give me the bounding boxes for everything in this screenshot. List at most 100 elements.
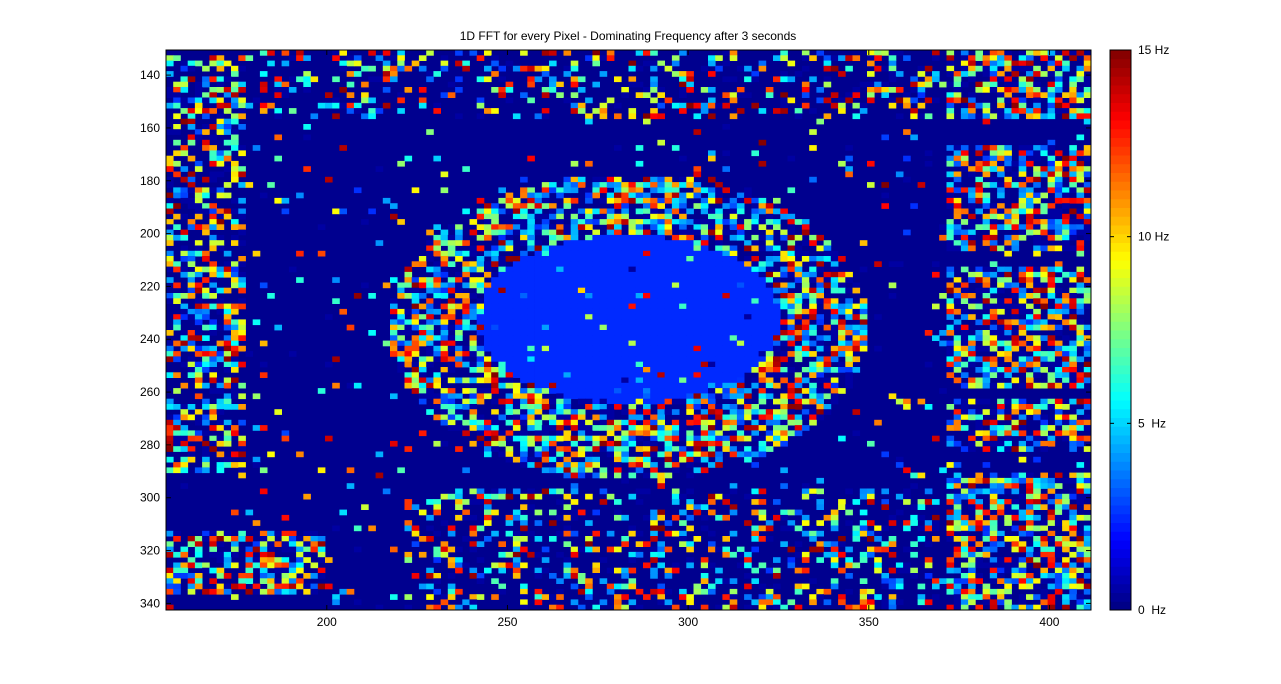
heatmap-cell <box>657 229 665 236</box>
heatmap-cell <box>469 514 478 521</box>
heatmap-cell <box>462 266 470 273</box>
heatmap-cell <box>585 419 593 426</box>
heatmap-cell <box>491 330 499 336</box>
heatmap-cell <box>534 229 543 236</box>
heatmap-cell <box>758 340 767 347</box>
heatmap-cell <box>960 314 969 320</box>
heatmap-cell <box>671 345 680 352</box>
heatmap-cell <box>1076 308 1085 315</box>
heatmap-cell <box>520 271 528 278</box>
heatmap-cell <box>505 266 514 273</box>
heatmap-cell <box>736 361 745 368</box>
heatmap-cell <box>859 240 868 246</box>
heatmap-cell <box>708 435 716 442</box>
heatmap-cell <box>1069 113 1077 120</box>
heatmap-cell <box>498 266 506 273</box>
heatmap-cell <box>346 92 355 98</box>
heatmap-cell <box>1033 504 1041 510</box>
heatmap-cell <box>1069 81 1077 88</box>
heatmap-cell <box>643 409 651 415</box>
heatmap-cell <box>635 308 644 315</box>
heatmap-cell <box>476 76 485 83</box>
heatmap-cell <box>650 430 658 437</box>
heatmap-cell <box>397 356 405 363</box>
heatmap-cell <box>650 97 658 104</box>
heatmap-cell <box>708 219 716 225</box>
heatmap-cell <box>953 398 962 405</box>
heatmap-cell <box>960 187 969 194</box>
heatmap-cell <box>729 351 738 357</box>
heatmap-cell <box>462 277 470 283</box>
heatmap-cell <box>1004 499 1012 505</box>
heatmap-cell <box>657 250 665 257</box>
heatmap-cell <box>650 382 658 389</box>
heatmap-cell <box>563 435 572 442</box>
heatmap-cell <box>679 520 687 526</box>
heatmap-cell <box>838 340 846 347</box>
heatmap-cell <box>1040 303 1048 310</box>
heatmap-cell <box>953 171 962 178</box>
heatmap-cell <box>209 345 217 352</box>
heatmap-cell <box>216 451 225 458</box>
heatmap-cell <box>1083 419 1092 426</box>
heatmap-cell <box>267 293 275 299</box>
heatmap-cell <box>426 351 434 357</box>
heatmap-cell <box>462 351 470 357</box>
heatmap-cell <box>1076 76 1085 83</box>
heatmap-cell <box>549 314 557 320</box>
heatmap-cell <box>1047 351 1056 357</box>
heatmap-cell <box>953 203 962 209</box>
heatmap-cell <box>686 404 694 410</box>
heatmap-cell <box>491 287 499 294</box>
heatmap-cell <box>838 71 846 77</box>
heatmap-cell <box>1083 187 1092 194</box>
heatmap-cell <box>599 488 608 495</box>
heatmap-cell <box>541 108 550 114</box>
heatmap-cell <box>643 488 651 495</box>
heatmap-cell <box>491 282 499 289</box>
heatmap-cell <box>585 493 593 500</box>
heatmap-cell <box>187 330 196 336</box>
heatmap-cell <box>650 50 658 56</box>
heatmap-cell <box>729 55 738 61</box>
heatmap-cell <box>1062 102 1070 109</box>
heatmap-cell <box>418 319 427 326</box>
heatmap-cell <box>476 287 485 294</box>
heatmap-cell <box>751 234 759 241</box>
heatmap-cell <box>686 525 694 532</box>
heatmap-cell <box>953 81 962 88</box>
heatmap-cell <box>708 308 716 315</box>
heatmap-cell <box>693 335 702 341</box>
heatmap-cell <box>643 462 651 468</box>
heatmap-cell <box>592 108 600 114</box>
heatmap-cell <box>491 398 499 405</box>
heatmap-cell <box>867 87 875 93</box>
heatmap-cell <box>845 155 853 162</box>
heatmap-cell <box>816 367 824 373</box>
heatmap-cell <box>614 319 622 326</box>
heatmap-cell <box>664 456 673 463</box>
heatmap-cell <box>520 192 528 199</box>
heatmap-cell <box>541 330 550 336</box>
heatmap-cell <box>758 224 767 230</box>
heatmap-cell <box>924 361 933 368</box>
heatmap-cell <box>418 55 427 61</box>
heatmap-cell <box>686 182 694 188</box>
heatmap-cell <box>180 192 189 199</box>
heatmap-cell <box>209 282 217 289</box>
heatmap-cell <box>1018 382 1027 389</box>
heatmap-cell <box>968 409 976 415</box>
heatmap-cell <box>657 419 665 426</box>
heatmap-cell <box>1076 229 1085 236</box>
heatmap-cell <box>433 224 441 230</box>
heatmap-cell <box>953 425 962 431</box>
heatmap-cell <box>801 388 810 394</box>
heatmap-cell <box>1004 372 1012 378</box>
heatmap-cell <box>1011 330 1020 336</box>
heatmap-cell <box>223 102 232 109</box>
heatmap-cell <box>744 293 752 299</box>
heatmap-cell <box>650 356 658 363</box>
heatmap-cell <box>577 219 586 225</box>
heatmap-cell <box>223 430 232 437</box>
heatmap-cell <box>599 393 608 400</box>
